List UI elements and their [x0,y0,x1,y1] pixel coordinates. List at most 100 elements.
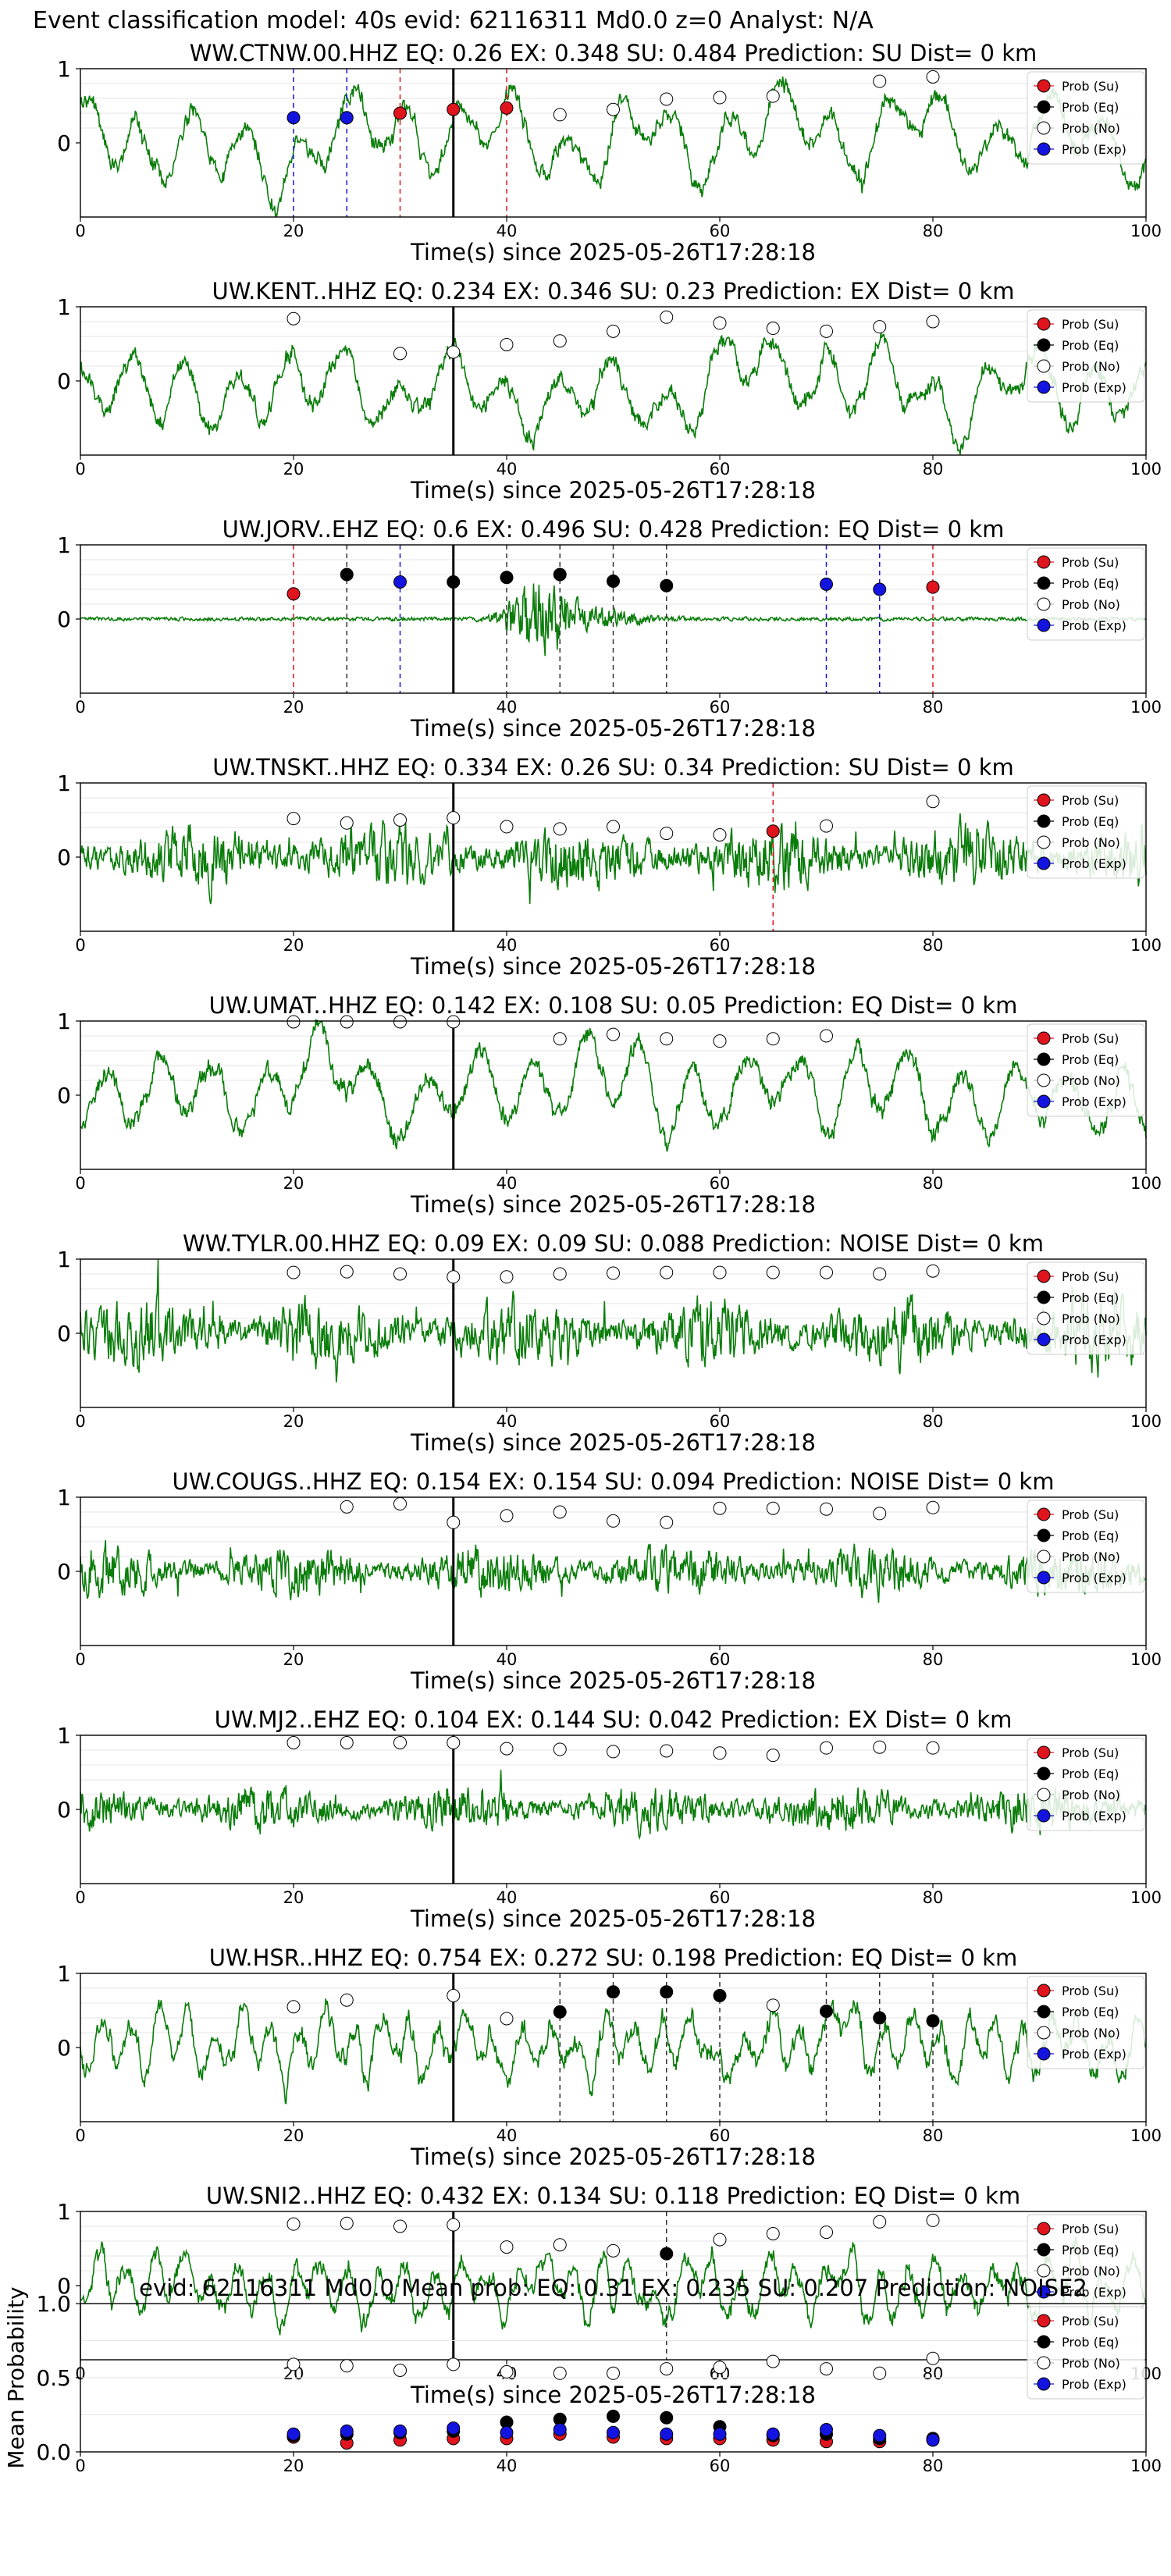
legend-marker [1037,359,1051,373]
x-tick-label: 60 [710,460,731,479]
x-tick-label: 40 [497,222,518,240]
legend-marker [1037,121,1051,135]
waveform-group [80,332,1147,455]
prob-point [553,822,567,836]
x-axis-label: Time(s) since 2025-05-26T17:28:18 [410,477,816,503]
prob-point [660,310,674,324]
panel-title: WW.CTNW.00.HHZ EQ: 0.26 EX: 0.348 SU: 0.… [190,40,1038,66]
prob-point [287,587,301,601]
y-tick-label: 1 [57,1961,71,1987]
panel-title: UW.UMAT..HHZ EQ: 0.142 EX: 0.108 SU: 0.0… [209,992,1018,1019]
legend-marker [1037,2264,1051,2278]
mean-point [766,2427,780,2441]
prob-point [607,1027,620,1041]
legend-marker [1037,2356,1051,2370]
prob-point [660,1265,674,1279]
x-tick-label: 60 [710,2457,731,2475]
prob-point [660,92,674,106]
mean-point [500,2425,514,2439]
x-tick-label: 40 [497,1888,518,1907]
x-tick-label: 0 [75,222,85,240]
prob-point [287,311,301,326]
legend-marker [1037,1507,1051,1521]
prob-point [287,2000,301,2014]
prob-point [926,2014,940,2028]
panels: WW.CTNW.00.HHZ EQ: 0.26 EX: 0.348 SU: 0.… [3,40,1162,2475]
series-exp [287,2421,940,2447]
panel-7: UW.COUGS..HHZ EQ: 0.154 EX: 0.154 SU: 0.… [57,1468,1162,1694]
legend-label: Prob (Eq) [1062,2243,1119,2258]
legend-label: Prob (No) [1062,597,1120,612]
legend-marker [1037,2243,1051,2257]
prob-point [766,322,780,336]
prob-point [820,1029,833,1043]
legend-label: Prob (Su) [1062,79,1119,94]
prob-point [873,1507,887,1521]
x-tick-label: 0 [75,1412,85,1431]
x-tick-label: 0 [75,460,85,479]
x-tick-label: 80 [923,222,944,240]
prob-point [393,813,407,827]
legend-marker [1037,1269,1051,1283]
y-tick-label: 1 [57,770,71,796]
mean-point [607,2409,620,2423]
legend-marker [1037,1571,1051,1585]
legend-label: Prob (Su) [1062,1745,1119,1760]
legend-label: Prob (No) [1062,1788,1120,1802]
y-tick-label: 0 [57,845,71,870]
x-tick-label: 80 [923,2457,944,2475]
panel-title: UW.JORV..EHZ EQ: 0.6 EX: 0.496 SU: 0.428… [222,516,1005,543]
prob-point [500,571,514,585]
legend-label: Prob (Exp) [1062,618,1127,633]
prob-point [713,1746,727,1760]
legend-marker [1037,2222,1051,2236]
prob-point [766,1032,780,1046]
legend-marker [1037,1788,1051,1802]
prob-point [553,334,567,348]
legend-marker [1037,338,1051,352]
x-axis-label: Time(s) since 2025-05-26T17:28:18 [410,1905,816,1932]
summary-panel: evid: 62116311 Md0.0 Mean prob: EQ: 0.31… [3,2275,1162,2475]
mean-point [393,2424,407,2438]
legend-label: Prob (No) [1062,359,1120,374]
x-axis-label: Time(s) since 2025-05-26T17:28:18 [410,953,816,980]
y-tick-label: 1 [57,1247,71,1272]
x-tick-label: 80 [923,2364,944,2383]
x-tick-label: 20 [283,1412,304,1431]
prob-point [340,568,354,582]
y-axis-label: Mean Probability [3,2286,29,2468]
prob-point [500,2240,514,2254]
legend-marker [1037,1745,1051,1759]
prob-point [926,1741,940,1755]
prob-point [553,568,567,582]
prob-point [713,2233,727,2247]
mean-point [340,2359,354,2373]
prob-point [607,1514,620,1528]
plot-area [80,69,1146,217]
legend: Prob (Su) Prob (Eq) Prob (No) Prob (Exp) [1027,71,1145,165]
mean-point [607,2425,620,2439]
legend: Prob (Su) Prob (Eq) Prob (No) Prob (Exp) [1027,2306,1145,2400]
legend-label: Prob (Eq) [1062,814,1119,829]
mean-point [926,2433,940,2447]
panel-3: UW.JORV..EHZ EQ: 0.6 EX: 0.496 SU: 0.428… [57,516,1162,742]
x-tick-label: 100 [1130,936,1162,955]
panel-6: WW.TYLR.00.HHZ EQ: 0.09 EX: 0.09 SU: 0.0… [57,1230,1162,1456]
x-tick-label: 100 [1130,1888,1162,1907]
mean-point [713,2361,727,2375]
mean-point [660,2362,674,2376]
mean-point [926,2351,940,2365]
waveform-group [80,76,1147,217]
prob-point [713,828,727,841]
x-axis-label: Time(s) since 2025-05-26T17:28:18 [410,1429,816,1456]
mean-point [607,2366,620,2380]
prob-point [553,1505,567,1519]
legend: Prob (Su) Prob (Eq) Prob (No) Prob (Exp) [1027,1261,1145,1355]
prob-point [873,2011,887,2025]
x-tick-label: 20 [283,698,304,717]
prob-point [500,1509,514,1523]
waveform-group [80,1540,1147,1603]
prob-point [393,2219,407,2233]
legend-label: Prob (Su) [1062,1269,1119,1284]
